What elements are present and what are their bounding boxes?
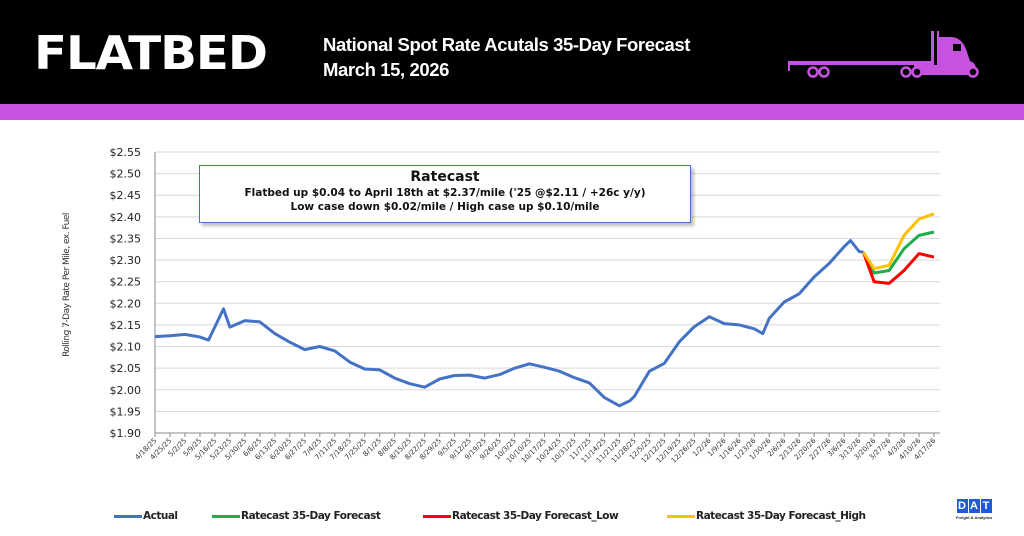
y-tick-label: $1.90 <box>110 427 142 440</box>
y-tick-label: $2.15 <box>110 319 142 332</box>
y-tick-label: $2.20 <box>110 297 142 310</box>
y-tick-label: $2.25 <box>110 276 142 289</box>
y-tick-label: $1.95 <box>110 405 142 418</box>
header-bar <box>0 0 1024 104</box>
y-tick-label: $2.45 <box>110 189 142 202</box>
legend-label: Ratecast 35-Day Forecast_High <box>696 510 866 522</box>
series-line-ratecast-35-day-forecast-high <box>862 212 935 271</box>
y-tick-label: $2.50 <box>110 168 142 181</box>
legend-item-forecast: Ratecast 35-Day Forecast <box>212 510 381 522</box>
legend-item-forecast-low: Ratecast 35-Day Forecast_Low <box>423 510 619 522</box>
legend-label: Actual <box>143 510 178 522</box>
y-tick-label: $2.35 <box>110 232 142 245</box>
y-tick-label: $2.00 <box>110 384 142 397</box>
series-line-actual <box>154 239 864 408</box>
legend-item-forecast-high: Ratecast 35-Day Forecast_High <box>667 510 866 522</box>
y-tick-label: $2.55 <box>110 146 142 159</box>
legend-swatch <box>667 514 695 518</box>
y-axis-label: Rolling 7-Day Rate Per Mile, ex. Fuel <box>62 213 72 357</box>
legend-swatch <box>114 514 142 518</box>
report-date: March 15, 2026 <box>323 59 450 80</box>
brand-title: FLATBED <box>34 26 268 80</box>
ratecast-annotation: Ratecast Flatbed up $0.04 to April 18th … <box>199 165 691 223</box>
ratecast-title: Ratecast <box>410 169 480 185</box>
series-line-ratecast-35-day-forecast <box>862 230 935 275</box>
y-tick-label: $2.40 <box>110 211 142 224</box>
legend-swatch <box>423 514 451 518</box>
legend-swatch <box>212 514 240 518</box>
series-line-ratecast-35-day-forecast-low <box>861 251 935 285</box>
report-title: National Spot Rate Acutals 35-Day Foreca… <box>323 34 691 55</box>
legend-item-actual: Actual <box>114 510 178 522</box>
y-tick-label: $2.30 <box>110 254 142 267</box>
y-tick-label: $2.05 <box>110 362 142 375</box>
accent-band <box>0 104 1024 120</box>
ratecast-line-1: Flatbed up $0.04 to April 18th at $2.37/… <box>244 187 646 199</box>
legend-label: Ratecast 35-Day Forecast_Low <box>452 510 619 522</box>
ratecast-line-2: Low case down $0.02/mile / High case up … <box>290 201 600 213</box>
flatbed-truck-icon <box>788 31 979 78</box>
y-tick-label: $2.10 <box>110 341 142 354</box>
legend-label: Ratecast 35-Day Forecast <box>241 510 381 522</box>
